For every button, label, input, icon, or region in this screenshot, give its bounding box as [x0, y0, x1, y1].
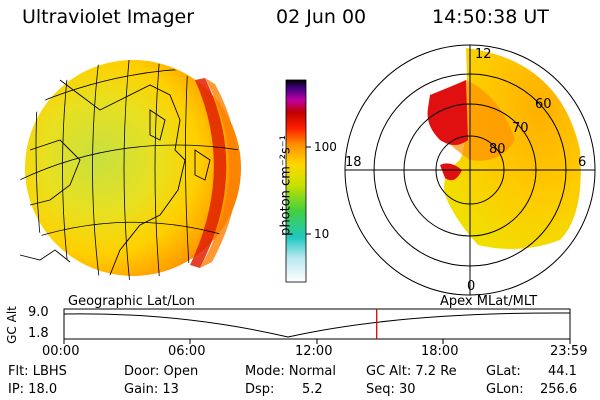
- gain-value: Gain: 13: [124, 382, 179, 397]
- altitude-ymax: 9.0: [28, 305, 49, 320]
- altitude-xticks: [63, 339, 571, 344]
- colorbar-tick-label-100: 100: [314, 140, 337, 154]
- auroral-peak-region: [427, 80, 468, 145]
- polar-lat-80: 80: [489, 142, 506, 157]
- polar-mlt-0: 0: [467, 279, 476, 294]
- colorbar-scale: [285, 79, 307, 283]
- dsp-value: 5.2: [302, 382, 323, 397]
- coastlines: [19, 79, 211, 276]
- altitude-xtick-3: 18:00: [421, 344, 459, 359]
- altitude-xtick-1: 06:00: [168, 344, 206, 359]
- mode-value: Mode: Normal: [245, 364, 336, 379]
- altitude-ymin: 1.8: [28, 326, 49, 341]
- ip-value: IP: 18.0: [8, 382, 58, 397]
- gc-alt-value: GC Alt: 7.2 Re: [366, 364, 457, 379]
- colorbar: [285, 79, 311, 283]
- limb-emission-band: [190, 78, 227, 268]
- altitude-curve: [63, 312, 571, 338]
- glat-label: GLat:: [486, 364, 521, 379]
- time-label: 14:50:38 UT: [432, 6, 549, 28]
- geographic-image: [19, 60, 241, 280]
- seq-value: Seq: 30: [366, 382, 416, 397]
- polar-plot: [344, 44, 596, 296]
- polar-lat-60: 60: [535, 97, 552, 112]
- polar-mlt-6: 6: [578, 155, 587, 170]
- colorbar-tick-label-10: 10: [314, 227, 330, 241]
- altitude-xtick-2: 12:00: [295, 344, 333, 359]
- polar-lat-70: 70: [512, 121, 529, 136]
- polar-mlt-12: 12: [475, 47, 492, 62]
- right-panel-caption: Apex MLat/MLT: [440, 294, 538, 309]
- left-panel-caption: Geographic Lat/Lon: [68, 294, 195, 309]
- door-status: Door: Open: [124, 364, 199, 379]
- altitude-xtick-0: 00:00: [42, 344, 80, 359]
- glat-value: 44.1: [548, 364, 577, 379]
- altitude-plot: [63, 308, 571, 344]
- polar-mlt-18: 18: [345, 155, 362, 170]
- glon-label: GLon:: [486, 382, 524, 397]
- date-label: 02 Jun 00: [276, 6, 367, 28]
- polar-grid: [344, 44, 596, 296]
- instrument-title: Ultraviolet Imager: [22, 6, 195, 28]
- altitude-xtick-4: 23:59: [550, 344, 588, 359]
- altitude-ylabel: GC Alt: [5, 306, 19, 344]
- colorbar-unit-label: photon cm⁻²s⁻¹: [278, 135, 294, 236]
- dsp-label: Dsp:: [245, 382, 275, 397]
- filter-value: Flt: LBHS: [8, 364, 67, 379]
- glon-value: 256.6: [540, 382, 578, 397]
